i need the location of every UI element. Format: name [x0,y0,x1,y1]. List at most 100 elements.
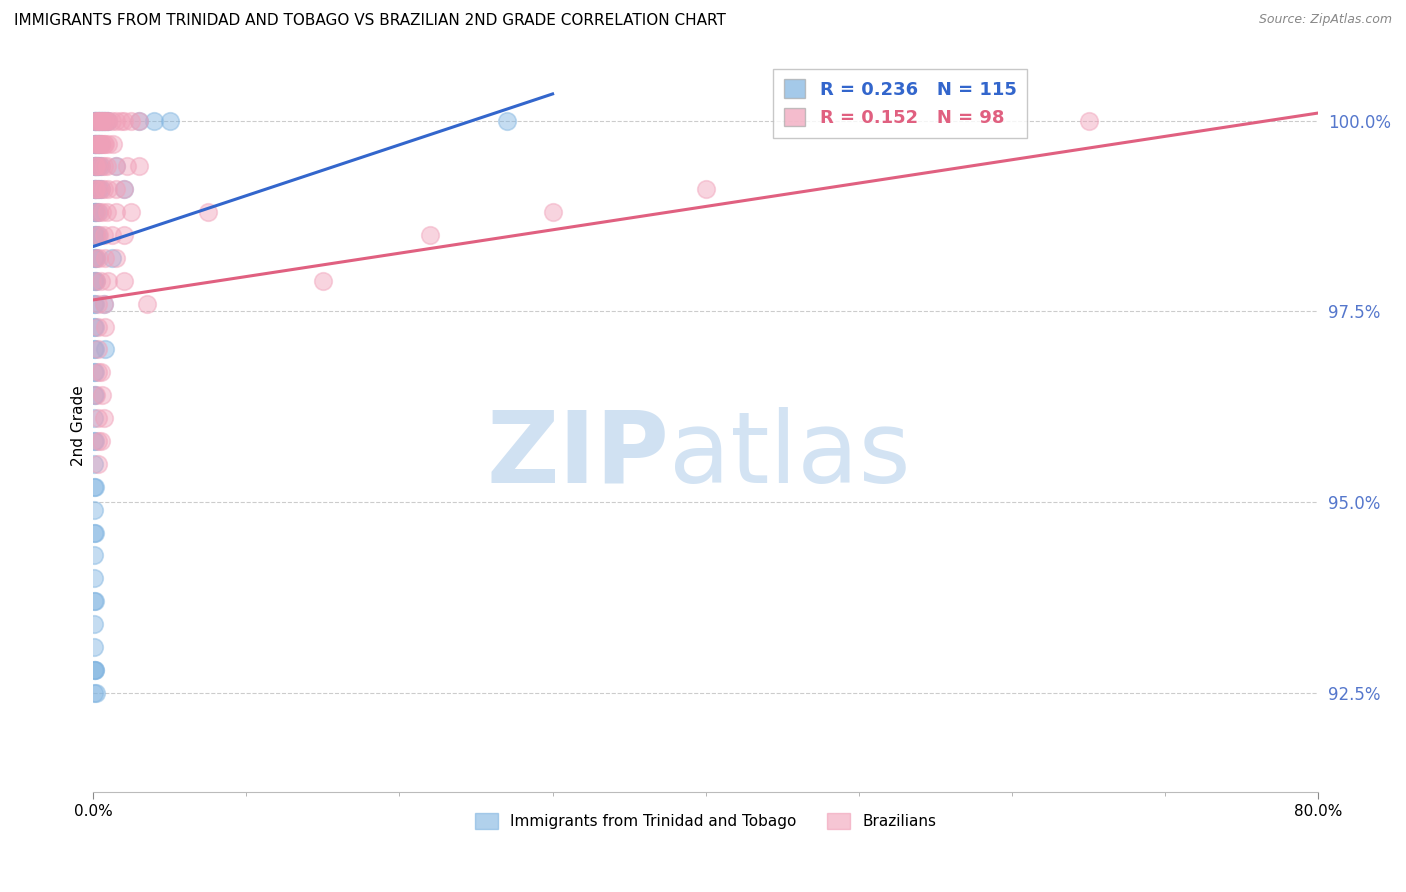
Point [84,160,107,174]
Point [91,388,114,402]
Point [94,343,117,357]
Point [83,640,105,654]
Point [87,411,110,425]
Point [96,113,118,128]
Point [112,274,135,288]
Point [83,480,105,494]
Point [97,274,120,288]
Point [91,205,114,219]
Point [94,113,117,128]
Point [90,113,112,128]
Point [541,205,564,219]
Point [100,228,122,243]
Point [90,182,112,196]
Point [83,113,105,128]
Point [96,160,118,174]
Point [105,160,128,174]
Point [89,205,111,219]
Point [83,182,105,196]
Point [105,160,128,174]
Point [112,182,135,196]
Point [96,205,118,219]
Text: atlas: atlas [669,407,911,504]
Point [87,182,110,196]
Point [83,434,105,448]
Point [83,136,105,151]
Point [94,319,117,334]
Point [112,113,135,128]
Point [94,251,117,265]
Point [90,160,112,174]
Point [87,113,110,128]
Text: Source: ZipAtlas.com: Source: ZipAtlas.com [1258,13,1392,27]
Point [83,205,105,219]
Point [86,113,108,128]
Point [89,113,111,128]
Point [83,296,105,310]
Point [90,182,112,196]
Point [84,274,107,288]
Point [93,113,115,128]
Point [83,365,105,379]
Point [96,113,118,128]
Point [83,113,105,128]
Point [87,136,110,151]
Point [94,113,117,128]
Point [83,457,105,471]
Point [97,113,120,128]
Point [84,205,107,219]
Point [87,228,110,243]
Point [97,113,120,128]
Point [83,549,105,563]
Point [87,343,110,357]
Point [93,296,115,310]
Point [83,136,105,151]
Point [105,113,128,128]
Point [83,388,105,402]
Point [83,113,105,128]
Point [97,182,120,196]
Point [87,182,110,196]
Point [135,296,157,310]
Point [1077,113,1099,128]
Point [93,160,115,174]
Point [128,113,150,128]
Point [84,205,107,219]
Point [84,251,107,265]
Point [93,113,115,128]
Point [83,182,105,196]
Point [87,113,110,128]
Point [83,502,105,516]
Point [83,136,105,151]
Point [83,182,105,196]
Point [83,663,105,677]
Point [83,571,105,585]
Point [105,182,128,196]
Point [105,251,128,265]
Point [87,160,110,174]
Point [83,388,105,402]
Point [83,274,105,288]
Point [84,160,107,174]
Point [83,617,105,632]
Point [105,205,128,219]
Point [495,113,517,128]
Point [83,274,105,288]
Point [87,136,110,151]
Point [83,434,105,448]
Point [97,136,120,151]
Point [93,411,115,425]
Point [84,182,107,196]
Point [93,182,115,196]
Point [87,136,110,151]
Point [100,251,122,265]
Point [419,228,441,243]
Point [84,365,107,379]
Point [83,160,105,174]
Point [84,113,107,128]
Y-axis label: 2nd Grade: 2nd Grade [72,385,86,467]
Point [83,228,105,243]
Point [91,136,114,151]
Point [90,434,112,448]
Point [112,182,135,196]
